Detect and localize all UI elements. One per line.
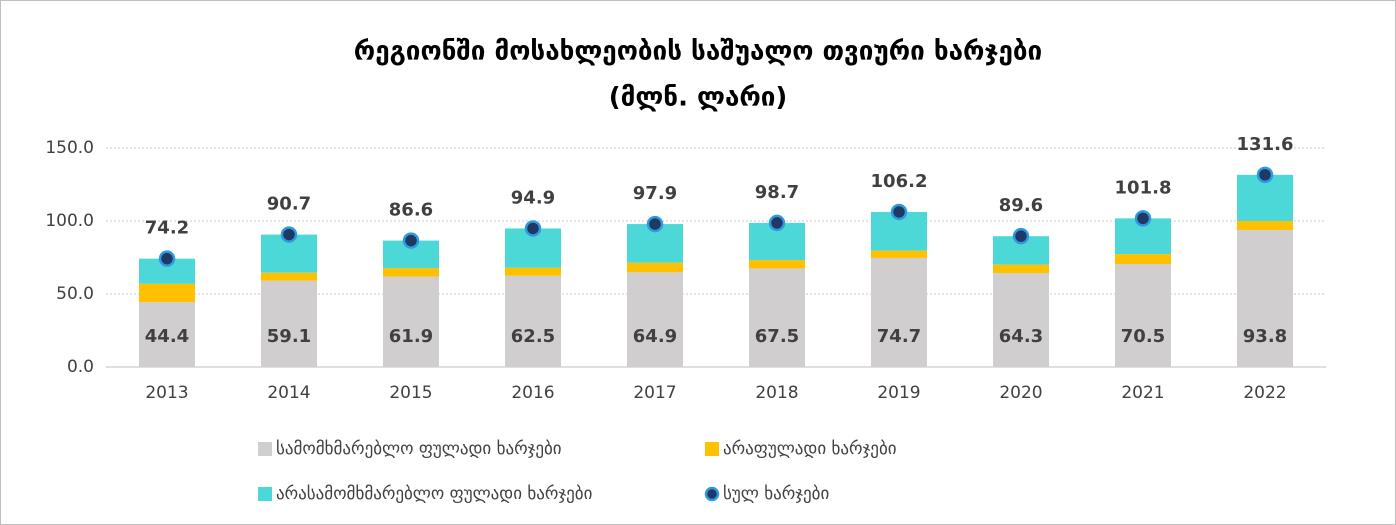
data-label: 106.2 bbox=[871, 171, 928, 192]
chart-title: (მლნ. ლარი) bbox=[609, 83, 788, 113]
y-tick-label: 0.0 bbox=[67, 357, 94, 377]
bar-segment bbox=[749, 260, 805, 269]
data-label: 90.7 bbox=[267, 194, 311, 215]
bar-segment bbox=[871, 250, 927, 258]
bar-segment bbox=[1237, 221, 1293, 231]
bar-segment bbox=[627, 272, 683, 367]
total-dot bbox=[402, 232, 420, 249]
total-dot bbox=[1134, 210, 1152, 227]
legend-label: არაფულადი ხარჯები bbox=[723, 439, 897, 459]
bar-segment bbox=[505, 275, 561, 367]
x-tick-label: 2022 bbox=[1243, 383, 1286, 403]
bar-segment bbox=[139, 283, 195, 303]
bar-segment bbox=[993, 273, 1049, 367]
x-tick-label: 2016 bbox=[511, 383, 554, 403]
data-label: 59.1 bbox=[267, 326, 311, 347]
y-tick-label: 150.0 bbox=[45, 138, 94, 158]
y-tick-label: 100.0 bbox=[45, 211, 94, 231]
legend-marker bbox=[704, 486, 720, 502]
bar-segment bbox=[383, 276, 439, 367]
total-dot bbox=[646, 215, 664, 233]
data-label: 98.7 bbox=[755, 182, 799, 203]
data-label: 101.8 bbox=[1115, 177, 1172, 198]
total-dot bbox=[280, 226, 298, 243]
bar-segment bbox=[139, 302, 195, 367]
y-tick-label: 50.0 bbox=[56, 284, 94, 304]
x-tick-label: 2020 bbox=[999, 383, 1042, 403]
x-tick-label: 2015 bbox=[389, 383, 432, 403]
data-label: 70.5 bbox=[1121, 326, 1165, 347]
data-label: 67.5 bbox=[755, 326, 799, 347]
bar-segment bbox=[749, 268, 805, 367]
bar-segment bbox=[1115, 254, 1171, 265]
x-tick-label: 2018 bbox=[755, 383, 798, 403]
x-tick-label: 2014 bbox=[267, 383, 310, 403]
total-dot bbox=[524, 220, 542, 237]
data-label: 64.9 bbox=[633, 326, 677, 347]
data-label: 89.6 bbox=[999, 195, 1043, 216]
bar-segment bbox=[1237, 230, 1293, 367]
data-label: 64.3 bbox=[999, 326, 1043, 347]
data-label: 62.5 bbox=[511, 326, 555, 347]
x-tick-label: 2013 bbox=[145, 383, 188, 403]
data-label: 86.6 bbox=[389, 200, 433, 221]
total-dot bbox=[768, 214, 786, 232]
data-label: 131.6 bbox=[1237, 134, 1294, 155]
legend-marker bbox=[705, 442, 719, 456]
data-label: 94.9 bbox=[511, 187, 555, 208]
total-dot bbox=[1012, 227, 1030, 245]
bar-segment bbox=[505, 267, 561, 276]
data-label: 61.9 bbox=[389, 326, 433, 347]
bar-segment bbox=[993, 264, 1049, 274]
legend-label: არასამომხმარებლო ფულადი ხარჯები bbox=[276, 484, 592, 504]
bar-segment bbox=[627, 262, 683, 273]
x-tick-label: 2019 bbox=[877, 383, 920, 403]
data-label: 74.2 bbox=[145, 218, 189, 239]
data-label: 74.7 bbox=[877, 326, 921, 347]
legend-label: სულ ხარჯები bbox=[723, 484, 829, 504]
total-dot bbox=[890, 203, 908, 221]
chart-title: რეგიონში მოსახლეობის საშუალო თვიური ხარჯ… bbox=[354, 37, 1042, 67]
bar-segment bbox=[261, 280, 317, 367]
bar-segment bbox=[383, 268, 439, 277]
total-dot bbox=[1256, 166, 1274, 184]
bar-segment bbox=[261, 272, 317, 281]
legend-marker bbox=[258, 487, 272, 501]
legend-marker bbox=[258, 442, 272, 456]
x-tick-label: 2021 bbox=[1121, 383, 1164, 403]
bar-segment bbox=[871, 257, 927, 367]
data-label: 44.4 bbox=[145, 326, 189, 347]
total-dot bbox=[158, 250, 176, 267]
x-tick-label: 2017 bbox=[633, 383, 676, 403]
legend-label: სამომხმარებლო ფულადი ხარჯები bbox=[276, 439, 562, 459]
bar-segment bbox=[1115, 264, 1171, 367]
data-label: 93.8 bbox=[1243, 326, 1287, 347]
data-label: 97.9 bbox=[633, 183, 677, 204]
